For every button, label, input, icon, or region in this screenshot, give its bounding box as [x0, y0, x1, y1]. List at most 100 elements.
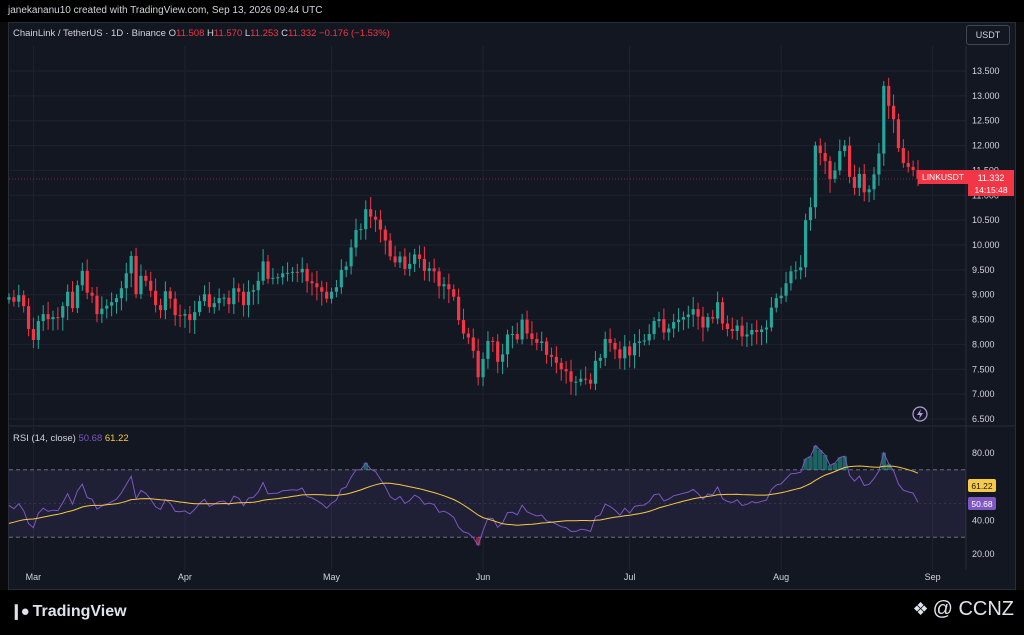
candle-body — [588, 379, 593, 384]
candle — [310, 272, 314, 296]
candle — [496, 334, 500, 374]
candle-body — [46, 314, 50, 320]
candle-body — [637, 341, 642, 343]
candle — [882, 81, 886, 166]
candle — [598, 353, 602, 369]
candle — [168, 287, 172, 309]
candle — [862, 164, 866, 202]
candle-body — [774, 298, 778, 308]
candle-body — [745, 334, 749, 337]
grid-lines — [9, 46, 1015, 570]
rsi-legend-ma: 61.22 — [104, 433, 129, 444]
candle — [408, 252, 412, 277]
time-axis: Mar Apr May Jun Jul Aug Sep — [26, 572, 941, 582]
candle-body — [158, 305, 163, 311]
rsi-ma-tag-text: 61.22 — [971, 481, 993, 491]
candle-body — [711, 317, 715, 319]
rsi-label: RSI (14, close) — [13, 433, 76, 444]
price-tick-label: 13.000 — [972, 91, 1000, 101]
candle-body — [344, 266, 348, 270]
candle-body — [110, 302, 114, 306]
candle-body — [779, 295, 783, 299]
candle-body — [413, 254, 417, 264]
candle — [246, 280, 251, 318]
candle — [745, 322, 749, 348]
candle — [628, 340, 632, 368]
candle-body — [735, 325, 739, 332]
alert-bolt-icon[interactable] — [912, 406, 928, 422]
candle — [276, 273, 280, 285]
candle — [422, 246, 427, 281]
candle — [339, 259, 343, 294]
price-tick-label: 12.500 — [972, 116, 1000, 126]
candle-body — [154, 290, 158, 306]
candle-body — [442, 284, 446, 287]
candle-body — [559, 362, 563, 370]
candle-body — [290, 271, 295, 273]
rsi-tick-label: 40.00 — [972, 515, 995, 525]
candle-body — [144, 275, 148, 281]
candle — [193, 300, 197, 334]
currency-button[interactable]: USDT — [966, 25, 1010, 45]
candle-body — [124, 273, 128, 289]
candle-body — [760, 329, 764, 332]
candle — [799, 255, 803, 280]
candle-body — [603, 338, 607, 358]
candle — [373, 210, 378, 232]
candle — [305, 263, 309, 293]
candle — [544, 337, 549, 364]
candle-body — [667, 328, 671, 333]
candle-body — [628, 346, 632, 356]
candle-body — [437, 271, 441, 287]
candle — [344, 261, 348, 278]
candle-body — [388, 240, 392, 257]
candle-body — [740, 325, 744, 337]
candle-body — [579, 378, 583, 382]
candle-body — [241, 291, 246, 306]
candle — [476, 338, 480, 386]
candle — [378, 209, 383, 243]
candle — [300, 257, 304, 283]
candle — [847, 136, 852, 184]
candle — [520, 313, 524, 345]
candle-body — [149, 280, 153, 291]
candle — [359, 223, 363, 240]
candle — [90, 287, 94, 303]
symbol-legend: ChainLink / TetherUS · 1D · Binance O11.… — [13, 28, 390, 39]
tradingview-logo[interactable]: ❙● TradingView — [10, 602, 127, 621]
candle — [295, 263, 299, 283]
candle-body — [857, 173, 861, 188]
candle-body — [872, 174, 876, 190]
candle-body — [867, 189, 871, 193]
candle — [36, 315, 40, 349]
candle-body — [803, 220, 808, 268]
candle-body — [696, 309, 700, 317]
candle-body — [549, 354, 554, 357]
rsi-tick-label: 20.00 — [972, 549, 995, 559]
time-tick-label: Mar — [26, 572, 42, 582]
price-tag-ticker: LINKUSDT — [922, 172, 964, 182]
candle-body — [364, 209, 368, 230]
candle — [676, 308, 681, 332]
candle — [579, 369, 583, 386]
candle — [442, 276, 446, 300]
candle — [559, 358, 563, 381]
candle — [139, 264, 143, 300]
candle — [593, 351, 598, 391]
candle-body — [114, 298, 119, 303]
candle-body — [173, 298, 177, 316]
candle — [251, 284, 255, 305]
candle-body — [320, 287, 324, 292]
candle-body — [662, 319, 666, 333]
candle — [818, 138, 822, 166]
candle — [149, 271, 153, 298]
candle — [178, 304, 182, 328]
candle — [207, 281, 211, 313]
rsi-band-fill — [9, 469, 966, 538]
candle-body — [647, 333, 651, 341]
candle-body — [56, 317, 60, 319]
candle-body — [618, 349, 622, 359]
candle — [681, 311, 686, 331]
